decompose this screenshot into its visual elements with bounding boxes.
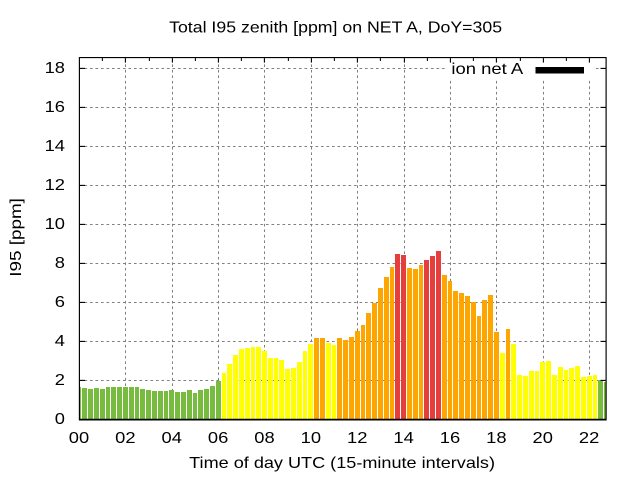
svg-text:16: 16 <box>440 430 461 447</box>
svg-text:14: 14 <box>393 430 414 447</box>
svg-text:I95 [ppm]: I95 [ppm] <box>8 198 25 277</box>
svg-text:02: 02 <box>115 430 136 447</box>
svg-text:18: 18 <box>486 430 507 447</box>
svg-text:16: 16 <box>45 99 66 116</box>
svg-text:8: 8 <box>55 255 65 272</box>
svg-text:2: 2 <box>55 372 65 389</box>
svg-text:4: 4 <box>55 333 65 350</box>
svg-text:10: 10 <box>301 430 322 447</box>
svg-text:18: 18 <box>45 60 66 77</box>
svg-text:0: 0 <box>55 411 65 428</box>
svg-text:ion net A: ion net A <box>451 61 523 78</box>
svg-text:10: 10 <box>45 216 66 233</box>
svg-text:12: 12 <box>45 177 66 194</box>
svg-text:6: 6 <box>55 294 65 311</box>
svg-text:20: 20 <box>533 430 554 447</box>
svg-text:Total I95 zenith [ppm] on NET: Total I95 zenith [ppm] on NET A, DoY=305 <box>169 20 502 37</box>
svg-text:06: 06 <box>208 430 229 447</box>
svg-text:12: 12 <box>347 430 368 447</box>
svg-text:22: 22 <box>579 430 600 447</box>
svg-text:00: 00 <box>69 430 90 447</box>
svg-text:04: 04 <box>162 430 183 447</box>
svg-text:08: 08 <box>254 430 275 447</box>
svg-text:14: 14 <box>45 138 66 155</box>
svg-text:Time of day UTC (15-minute int: Time of day UTC (15-minute intervals) <box>189 455 495 472</box>
